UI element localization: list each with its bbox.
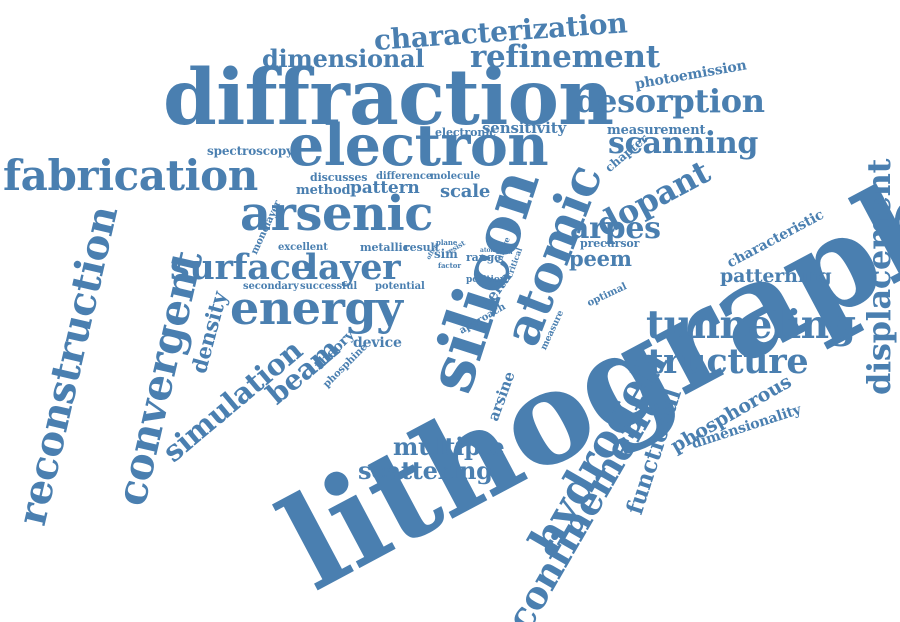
word-pattern: pattern bbox=[350, 178, 420, 198]
word-energy: energy bbox=[230, 281, 403, 335]
word-electron: electron bbox=[288, 112, 549, 179]
word-secondary: secondary bbox=[243, 281, 299, 292]
word-discusses: discusses bbox=[310, 171, 368, 184]
word-peem: peem bbox=[569, 246, 632, 271]
word-range: range bbox=[466, 251, 502, 264]
word-method: method bbox=[296, 183, 351, 198]
word-position: position bbox=[466, 275, 507, 285]
word-patterning: patterning bbox=[720, 265, 832, 287]
word-precursor: precursor bbox=[580, 237, 640, 250]
word-scattering: scattering bbox=[358, 456, 493, 485]
word-multiple: multiple bbox=[393, 432, 505, 461]
word-difference: difference bbox=[376, 171, 433, 182]
word-molecule: molecule bbox=[430, 171, 481, 182]
word-tunneling: tunneling bbox=[646, 302, 856, 348]
word-sim: sim bbox=[434, 247, 458, 261]
word-result: result bbox=[404, 241, 440, 254]
word-arsenic: arsenic bbox=[240, 186, 433, 242]
word-displacement: displacement bbox=[860, 158, 898, 395]
word-plane: plane bbox=[436, 238, 458, 247]
word-desorption: desorption bbox=[575, 82, 765, 120]
word-factor: factor bbox=[438, 261, 461, 270]
word-fabrication: fabrication bbox=[3, 151, 258, 200]
word-potential: potential bbox=[375, 281, 425, 292]
word-excellent: excellent bbox=[278, 242, 328, 253]
word-refinement: refinement bbox=[470, 39, 660, 75]
word-scale: scale bbox=[440, 181, 491, 202]
word-scanning: scanning bbox=[608, 126, 759, 161]
word-structure: structure bbox=[628, 341, 809, 382]
word-successful: successful bbox=[300, 281, 358, 292]
word-diffraction: diffraction bbox=[163, 53, 614, 143]
word-dimensional: dimensional bbox=[262, 44, 425, 73]
word-metallic: metallic bbox=[360, 241, 410, 254]
word-surface: surface bbox=[170, 247, 313, 288]
word-sensitivity: sensitivity bbox=[482, 119, 567, 137]
word-device: device bbox=[353, 335, 402, 351]
word-layer: layer bbox=[305, 247, 401, 288]
word-reconstruction: reconstruction bbox=[8, 201, 128, 530]
word-measurement: measurement bbox=[607, 123, 706, 138]
word-atom: atom bbox=[480, 247, 497, 254]
word-spectroscopy: spectroscopy bbox=[207, 144, 293, 158]
word-arpes: arpes bbox=[570, 211, 661, 246]
word-electronic: electronic bbox=[435, 126, 496, 139]
word-bond: bond bbox=[496, 249, 513, 256]
